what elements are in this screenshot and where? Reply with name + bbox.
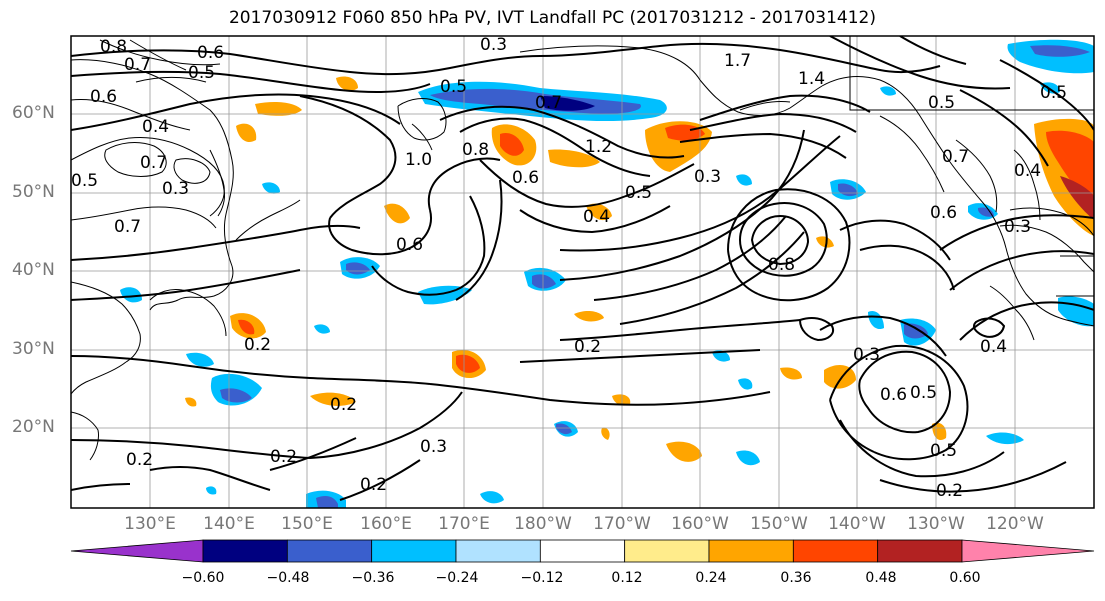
contour-label: 0.2 [126,450,153,470]
lon-label-170w: 170°W [593,514,651,534]
contour-label: 0.2 [330,395,357,415]
lon-label-160w: 160°W [671,514,729,534]
contour-label: 0.6 [512,168,539,188]
coastlines [71,36,1094,461]
contour-label: 0.7 [124,55,151,75]
lon-label-130e: 130°E [124,514,176,534]
colorbar-tick-label: 0.36 [780,570,812,586]
contour-label: 0.6 [90,87,117,107]
contour-label: 1.2 [585,137,612,157]
contour-label: 0.7 [114,217,141,237]
contour-label: 0.2 [270,447,297,467]
colorbar-segment [202,539,288,563]
colorbar-tick-label: 0.60 [949,570,981,586]
contour-label: 0.4 [1014,161,1041,181]
contour-label: 0.5 [625,183,652,203]
contour-label: 0.3 [1004,217,1031,237]
lat-label-60n: 60°N [12,103,55,123]
colorbar-segment [708,539,794,563]
contour-label: 0.8 [462,140,489,160]
colorbar-tick-label: −0.60 [181,570,225,586]
lat-label-30n: 30°N [12,339,55,359]
colorbar-segment [624,539,710,563]
contour-label: 0.2 [360,475,387,495]
colorbar-segment [792,539,879,563]
colorbar-segment [286,539,373,563]
contour-label: 0.7 [942,147,969,167]
lon-label-120w: 120°W [986,514,1044,534]
colorbar-segment [877,539,963,563]
lon-label-160e: 160°E [360,514,412,534]
colorbar-tick-label: −0.48 [266,570,310,586]
pv-contours [71,39,1041,229]
map-title: 2017030912 F060 850 hPa PV, IVT Landfall… [228,8,876,28]
contour-label: 0.5 [188,63,215,83]
colorbar-tick-label: −0.36 [351,570,395,586]
contour-label: 0.5 [1040,83,1067,103]
colorbar-tick-label: 0.24 [695,570,727,586]
contour-label: 0.2 [574,337,601,357]
colorbar-tick-label: 0.48 [865,570,897,586]
contour-label: 0.4 [583,207,610,227]
lon-label-140e: 140°E [203,514,255,534]
ivt-contours [71,36,1094,501]
contour-label: 0.6 [197,43,224,63]
map-panel: 0.8 0.7 0.6 0.5 0.3 0.5 0.7 1.2 1.0 0.8 … [71,35,1094,508]
contour-label: 0.4 [142,117,169,137]
lat-label-20n: 20°N [12,417,55,437]
lon-label-150w: 150°W [750,514,808,534]
colorbar-tick-label: −0.12 [520,570,564,586]
contour-label: 0.5 [910,383,937,403]
lat-label-40n: 40°N [12,260,55,280]
contour-label: 0.8 [100,37,127,57]
colorbar-tick-label: −0.24 [435,570,479,586]
lon-label-130w: 130°W [907,514,965,534]
contour-label: 0.2 [936,481,963,501]
contour-label: 0.6 [930,203,957,223]
contour-label: 0.3 [480,35,507,55]
contour-label: 0.5 [440,77,467,97]
contour-label: 0.7 [535,93,562,113]
contour-label: 0.5 [928,93,955,113]
colorbar-segment [455,539,541,563]
colorbar [70,539,1095,563]
lon-label-170e: 170°E [438,514,490,534]
contour-label: 0.8 [768,255,795,275]
colorbar-tick-label: 0.12 [611,570,643,586]
map-frame [70,35,1095,509]
contour-label: 1.0 [405,150,432,170]
contour-label: 0.4 [980,337,1007,357]
colorbar-segment [539,539,626,563]
contour-label: 0.6 [396,235,423,255]
colorbar-segment [371,539,457,563]
contour-label: 0.3 [420,437,447,457]
colorbar-segment [70,539,204,563]
contour-label: 1.7 [724,51,751,71]
lon-label-180w: 180°W [514,514,572,534]
contour-label: 0.5 [930,441,957,461]
contour-label: 0.3 [694,167,721,187]
graticule [71,36,1094,508]
lat-label-50n: 50°N [12,182,55,202]
contour-label: 0.2 [244,335,271,355]
contour-label: 0.7 [140,153,167,173]
lon-label-150e: 150°E [281,514,333,534]
contour-label: 1.4 [798,69,825,89]
contour-labels: 0.8 0.7 0.6 0.5 0.3 0.5 0.7 1.2 1.0 0.8 … [71,35,1067,501]
contour-label: 0.3 [162,179,189,199]
contour-label: 0.6 [880,385,907,405]
colorbar-segment [961,539,1095,563]
contour-label: 0.5 [71,171,98,191]
lon-label-140w: 140°W [828,514,886,534]
contour-label: 0.3 [853,345,880,365]
